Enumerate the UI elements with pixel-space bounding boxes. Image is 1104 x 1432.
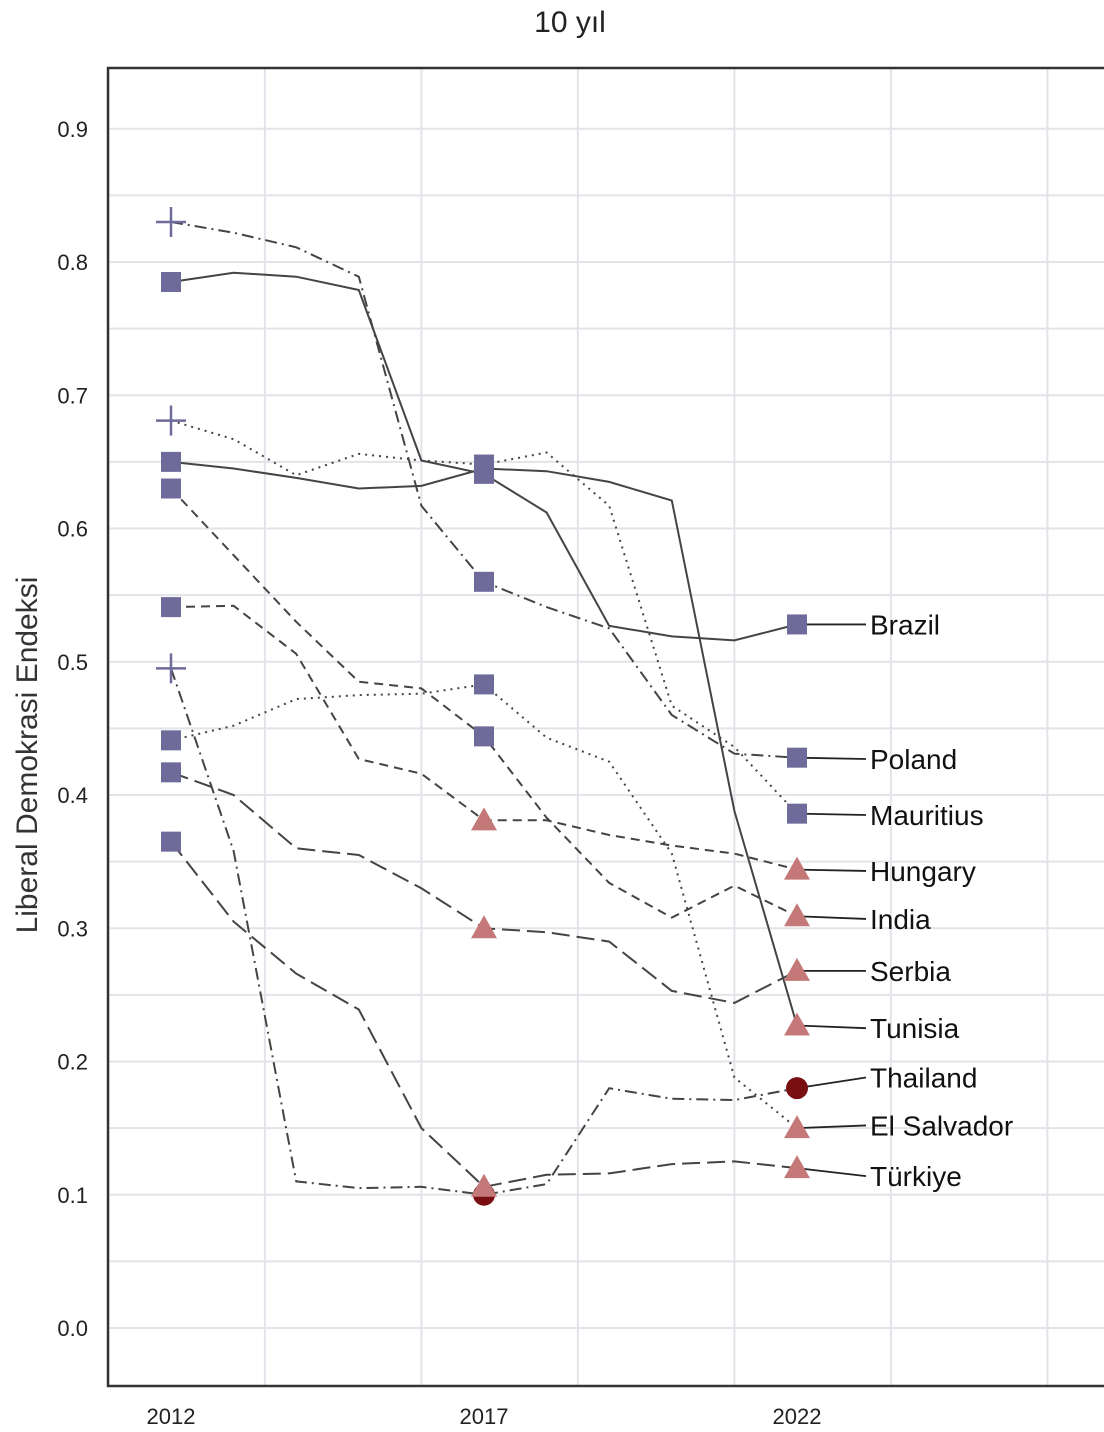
- square-marker: [474, 726, 494, 747]
- triangle-marker: [784, 1012, 810, 1036]
- y-tick-label: 0.5: [57, 650, 88, 675]
- square-marker: [787, 747, 807, 768]
- square-marker: [161, 730, 181, 751]
- square-marker: [161, 597, 181, 618]
- square-marker: [787, 614, 807, 635]
- series-line-el-salvador: [170, 683, 798, 1129]
- y-tick-label: 0.8: [57, 250, 88, 275]
- plus-marker: [156, 405, 186, 436]
- x-tick-label: 2012: [147, 1404, 196, 1429]
- triangle-marker: [784, 957, 810, 981]
- y-tick-label: 0.1: [57, 1183, 88, 1208]
- leader-line: [796, 756, 867, 760]
- y-tick-label: 0.6: [57, 517, 88, 542]
- square-marker: [787, 803, 807, 824]
- y-tick-label: 0.4: [57, 783, 88, 808]
- leader-line: [796, 1076, 867, 1090]
- leader-line: [796, 1167, 867, 1177]
- grid: [107, 68, 1104, 1386]
- y-tick-label: 0.2: [57, 1050, 88, 1075]
- square-marker: [161, 271, 181, 292]
- chart-title: 10 yıl: [534, 6, 606, 39]
- leader-line: [796, 1024, 867, 1030]
- square-marker: [474, 674, 494, 695]
- plot-frame: [106, 66, 1104, 1388]
- circle-marker: [786, 1077, 808, 1100]
- x-tick-label: 2022: [773, 1404, 822, 1429]
- series-label: India: [870, 904, 931, 935]
- square-marker: [161, 831, 181, 852]
- square-marker: [161, 762, 181, 783]
- series-label: Brazil: [870, 609, 940, 640]
- triangle-marker: [471, 915, 497, 939]
- series-label: Türkiye: [870, 1161, 962, 1192]
- square-marker: [474, 458, 494, 479]
- series-label: Tunisia: [870, 1013, 960, 1044]
- square-marker: [161, 478, 181, 499]
- y-tick-label: 0.9: [57, 117, 88, 142]
- triangle-marker: [784, 1155, 810, 1179]
- leader-line: [796, 812, 867, 816]
- series-label: Hungary: [870, 856, 976, 887]
- x-tick-label: 2017: [460, 1404, 509, 1429]
- triangle-marker: [471, 807, 497, 831]
- series-label: El Salvador: [870, 1110, 1013, 1141]
- y-tick-label: 0.3: [57, 916, 88, 941]
- triangle-marker: [471, 1173, 497, 1197]
- plus-marker: [156, 653, 186, 684]
- series-label: Thailand: [870, 1062, 977, 1093]
- triangle-marker: [784, 856, 810, 880]
- series-line-thailand: [170, 668, 798, 1196]
- plus-marker: [156, 207, 186, 238]
- series-label: Poland: [870, 744, 957, 775]
- leader-line: [796, 915, 867, 920]
- series-label: Mauritius: [870, 800, 984, 831]
- square-marker: [474, 571, 494, 592]
- leader-line: [796, 868, 867, 872]
- y-tick-label: 0.7: [57, 383, 88, 408]
- y-tick-label: 0.0: [57, 1316, 88, 1341]
- leader-line: [796, 1124, 867, 1130]
- square-marker: [161, 451, 181, 472]
- triangle-marker: [784, 1115, 810, 1139]
- series-label: Serbia: [870, 956, 951, 987]
- triangle-marker: [784, 903, 810, 927]
